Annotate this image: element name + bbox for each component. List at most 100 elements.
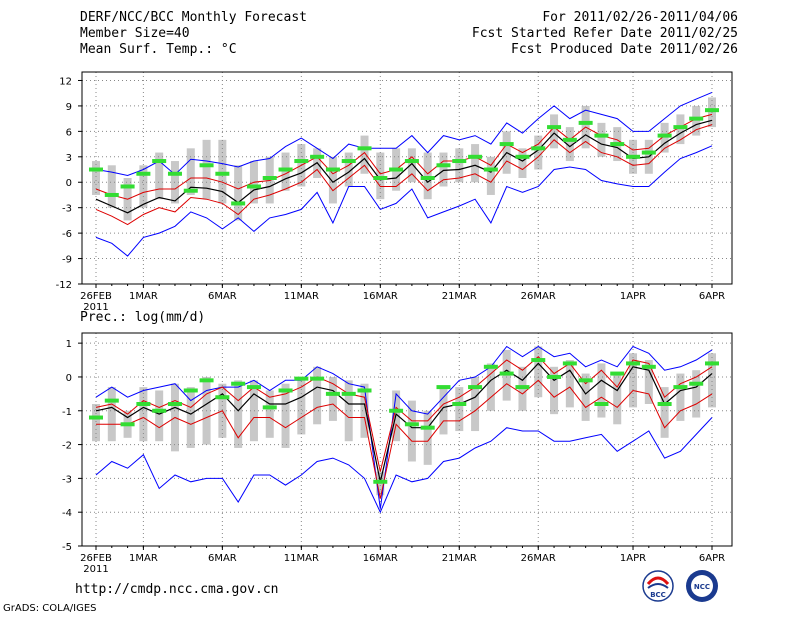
temp-range-box [139,165,148,208]
temp-median-mark [452,159,467,164]
precip-xtick-label: 1MAR [129,553,158,564]
precip-range-box [360,383,369,438]
precip-median-mark [420,425,435,430]
precip-median-mark [199,378,214,383]
precip-median-mark [547,374,562,379]
precip-xtick-label: 16MAR [363,553,398,564]
precip-median-mark [357,388,372,393]
temp-range-box [376,152,385,200]
precip-panel-title: Prec.: log(mm/d) [80,310,206,325]
temp-median-mark [610,142,625,147]
precip-range-box [249,380,258,442]
precip-median-mark [167,402,182,406]
precip-range-box [186,387,195,448]
precip-median-mark [215,395,230,400]
temp-range-box [360,135,369,174]
precip-median-mark [673,385,688,390]
temp-median-mark [531,146,546,151]
precip-median-mark [262,405,277,410]
temp-median-mark [262,176,277,180]
temp-range-box [423,152,432,200]
temp-range-box [676,114,685,145]
precip-ytick-label: -2 [62,441,72,452]
precip-xtick-label: 6APR [699,553,725,564]
temp-xtick-label: 1APR [620,291,646,302]
source-url[interactable]: http://cmdp.ncc.cma.gov.cn [75,582,279,597]
precip-range-box [439,387,448,435]
temp-median-mark [420,176,435,180]
precip-median-mark [578,378,593,383]
precip-median-mark [515,385,530,390]
ncc-logo-text: NCC [694,583,710,591]
precip-range-box [344,380,353,442]
temp-median-mark [689,116,704,121]
precip-median-mark [705,361,719,366]
temp-median-mark [152,159,167,164]
precip-ytick-label: 0 [66,373,72,384]
precip-median-mark [483,364,498,369]
temp-range-box [155,152,164,200]
precip-median-mark [310,376,325,381]
precip-range-box [281,383,290,448]
temp-median-mark [215,171,230,176]
precip-median-mark [294,376,309,381]
precip-ytick-label: -4 [62,508,72,519]
header-right: For 2011/02/26-2011/04/06 Fcst Started Re… [472,10,738,58]
precip-range-box [534,346,543,398]
precip-range-box [550,366,559,415]
precip-median-mark [404,422,419,427]
temp-median-mark [120,184,135,189]
precip-median-mark [89,415,103,420]
bcc-logo-text: BCC [650,591,666,599]
precip-range-box [676,373,685,421]
fcst-produced-date: Fcst Produced Date 2011/02/26 [511,42,738,57]
temp-median-mark [641,150,656,155]
precip-median-mark [689,381,704,386]
precip-range-box [660,387,669,438]
precip-range-box [313,366,322,425]
temp-xtick-label: 16MAR [363,291,398,302]
precip-range-box [234,380,243,448]
temp-median-mark [199,163,214,168]
temp-range-box [328,156,337,204]
temp-median-mark [89,167,103,172]
precip-range-box [139,387,148,442]
precip-median-mark [120,422,135,427]
precip-range-box [155,390,164,442]
temp-xtick-label: 26MAR [521,291,556,302]
temp-xtick-label: 11MAR [284,291,319,302]
temp-panel-title: Mean Surf. Temp.: °C [80,42,237,57]
temp-range-box [471,144,480,183]
temp-line-spread_lower [95,124,713,226]
temp-ytick-label: 0 [66,178,72,189]
precip-range-box [565,360,574,408]
precip-line-mean [95,362,713,482]
temp-xtick-label: 1MAR [129,291,158,302]
temp-ytick-label: -9 [62,255,72,266]
temp-range-box [281,152,290,191]
temp-median-mark [294,159,309,164]
temp-line-spread_upper [95,113,713,200]
ncc-logo-icon: NCC [686,570,718,602]
precip-median-mark [436,385,451,390]
precip-range-box [92,404,100,442]
precip-range-box [107,387,116,442]
precip-range-box [328,376,337,421]
temp-ytick-label: 9 [66,102,72,113]
precip-xtick-label: 1APR [620,553,646,564]
temp-frame [81,71,733,285]
precip-xtick-year: 2011 [83,564,108,575]
precip-range-box [265,390,274,438]
precip-median-mark [626,361,641,366]
precip-range-box [597,363,606,418]
temp-range-box [439,152,448,187]
temp-median-mark [231,201,246,206]
precip-median-mark [136,402,151,406]
precip-xtick-label: 26FEB [80,553,112,564]
temp-ytick-label: 3 [66,153,72,164]
precip-ytick-label: -1 [62,407,72,418]
temp-median-mark [468,154,483,159]
precip-median-mark [104,398,119,403]
temp-median-mark [310,154,325,159]
